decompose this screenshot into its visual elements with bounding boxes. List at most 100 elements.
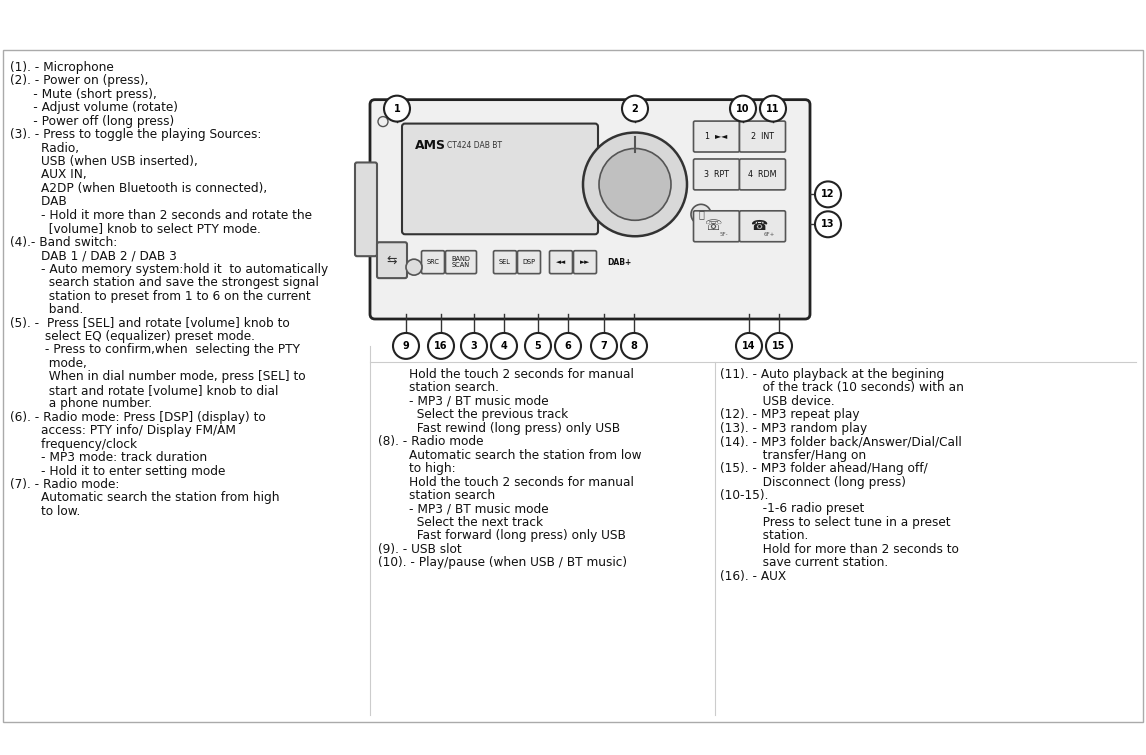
Circle shape	[691, 205, 711, 224]
FancyBboxPatch shape	[446, 251, 477, 273]
Text: 7: 7	[601, 341, 607, 351]
Circle shape	[766, 333, 792, 359]
FancyBboxPatch shape	[693, 121, 739, 152]
Text: station to preset from 1 to 6 on the current: station to preset from 1 to 6 on the cur…	[10, 290, 311, 303]
Text: 4: 4	[501, 341, 508, 351]
Text: VOL: VOL	[627, 113, 643, 122]
Circle shape	[555, 333, 581, 359]
Text: (12). - MP3 repeat play: (12). - MP3 repeat play	[720, 408, 860, 421]
Text: Select the next track: Select the next track	[378, 516, 543, 529]
Text: ☏: ☏	[704, 219, 721, 233]
FancyBboxPatch shape	[739, 159, 785, 190]
Text: [volume] knob to select PTY mode.: [volume] knob to select PTY mode.	[10, 222, 261, 236]
Circle shape	[815, 181, 841, 208]
FancyBboxPatch shape	[693, 159, 739, 190]
Circle shape	[583, 133, 686, 236]
Text: 4  RDM: 4 RDM	[748, 170, 777, 179]
Text: SEL: SEL	[499, 259, 511, 265]
Text: DAB+: DAB+	[607, 257, 631, 267]
Circle shape	[760, 96, 786, 122]
FancyBboxPatch shape	[355, 162, 377, 256]
Circle shape	[621, 333, 647, 359]
Text: 8: 8	[630, 341, 637, 351]
FancyBboxPatch shape	[693, 211, 739, 242]
Text: ◄◄: ◄◄	[556, 259, 566, 265]
Circle shape	[406, 259, 422, 275]
FancyBboxPatch shape	[739, 211, 785, 242]
Text: -1-6 radio preset: -1-6 radio preset	[720, 503, 864, 516]
FancyBboxPatch shape	[739, 121, 785, 152]
Text: 3: 3	[471, 341, 478, 351]
Text: ⏻: ⏻	[698, 209, 704, 219]
Text: Fast rewind (long press) only USB: Fast rewind (long press) only USB	[378, 422, 620, 435]
Text: (15). - MP3 folder ahead/Hang off/: (15). - MP3 folder ahead/Hang off/	[720, 462, 928, 475]
Text: - Power off (long press): - Power off (long press)	[10, 115, 174, 128]
Text: 2  INT: 2 INT	[751, 132, 774, 141]
Text: of the track (10 seconds) with an: of the track (10 seconds) with an	[720, 381, 964, 394]
Text: (6). - Radio mode: Press [DSP] (display) to: (6). - Radio mode: Press [DSP] (display)…	[10, 411, 266, 424]
FancyBboxPatch shape	[402, 124, 598, 234]
Text: to low.: to low.	[10, 505, 80, 518]
Circle shape	[599, 149, 672, 220]
Text: - Auto memory system:hold it  to automatically: - Auto memory system:hold it to automati…	[10, 263, 328, 276]
Text: - MP3 / BT music mode: - MP3 / BT music mode	[378, 395, 549, 408]
Circle shape	[525, 333, 551, 359]
Text: AMS: AMS	[415, 138, 446, 152]
Text: A2DP (when Bluetooth is connected),: A2DP (when Bluetooth is connected),	[10, 182, 267, 195]
Text: - Adjust volume (rotate): - Adjust volume (rotate)	[10, 101, 178, 114]
Text: - MP3 / BT music mode: - MP3 / BT music mode	[378, 503, 549, 516]
Text: DAB: DAB	[10, 196, 66, 208]
Text: start and rotate [volume] knob to dial: start and rotate [volume] knob to dial	[10, 384, 278, 397]
Text: ►►: ►►	[580, 259, 590, 265]
Text: - Hold it more than 2 seconds and rotate the: - Hold it more than 2 seconds and rotate…	[10, 209, 312, 222]
Text: 1  ►◄: 1 ►◄	[706, 132, 728, 141]
Text: 15: 15	[772, 341, 786, 351]
Text: - MP3 mode: track duration: - MP3 mode: track duration	[10, 451, 207, 464]
FancyBboxPatch shape	[549, 251, 573, 273]
Text: DAB 1 / DAB 2 / DAB 3: DAB 1 / DAB 2 / DAB 3	[10, 249, 176, 262]
Text: (3). - Press to toggle the playing Sources:: (3). - Press to toggle the playing Sourc…	[10, 128, 261, 141]
FancyBboxPatch shape	[422, 251, 445, 273]
Circle shape	[591, 333, 617, 359]
Text: Radio,: Radio,	[10, 141, 79, 155]
Circle shape	[393, 333, 419, 359]
Text: (13). - MP3 random play: (13). - MP3 random play	[720, 422, 868, 435]
Text: 9: 9	[402, 341, 409, 351]
Text: AUX IN,: AUX IN,	[10, 168, 87, 181]
Text: Automatic search the station from low: Automatic search the station from low	[378, 448, 642, 461]
Text: (4).- Band switch:: (4).- Band switch:	[10, 236, 117, 248]
Text: (14). - MP3 folder back/Answer/Dial/Call: (14). - MP3 folder back/Answer/Dial/Call	[720, 435, 961, 448]
Text: 10: 10	[736, 103, 749, 113]
Text: (5). -  Press [SEL] and rotate [volume] knob to: (5). - Press [SEL] and rotate [volume] k…	[10, 316, 290, 329]
Text: station search: station search	[378, 489, 495, 502]
Text: 13: 13	[822, 219, 834, 230]
Circle shape	[736, 333, 762, 359]
Text: Fast forward (long press) only USB: Fast forward (long press) only USB	[378, 529, 626, 542]
Text: 6: 6	[565, 341, 572, 351]
Text: Select the previous track: Select the previous track	[378, 408, 568, 421]
Text: SRC: SRC	[426, 259, 440, 265]
Circle shape	[427, 333, 454, 359]
Text: Panel Controls: Panel Controls	[14, 14, 207, 38]
Text: frequency/clock: frequency/clock	[10, 438, 138, 451]
Text: (7). - Radio mode:: (7). - Radio mode:	[10, 478, 119, 491]
Text: (8). - Radio mode: (8). - Radio mode	[378, 435, 484, 448]
Text: 1: 1	[393, 103, 400, 113]
Circle shape	[815, 211, 841, 237]
Text: CT424 DAB BT: CT424 DAB BT	[447, 140, 502, 149]
Text: 2: 2	[631, 103, 638, 113]
Text: 16: 16	[434, 341, 448, 351]
Text: 11: 11	[767, 103, 779, 113]
FancyBboxPatch shape	[573, 251, 597, 273]
Text: - Mute (short press),: - Mute (short press),	[10, 88, 157, 100]
Text: (10-15).: (10-15).	[720, 489, 768, 502]
Circle shape	[461, 333, 487, 359]
Text: (11). - Auto playback at the begining: (11). - Auto playback at the begining	[720, 368, 944, 381]
Text: Hold for more than 2 seconds to: Hold for more than 2 seconds to	[720, 543, 959, 556]
Text: EN-2: EN-2	[555, 733, 591, 747]
Text: (16). - AUX: (16). - AUX	[720, 570, 786, 583]
Text: DSP: DSP	[523, 259, 535, 265]
Text: 12: 12	[822, 190, 834, 199]
Text: station.: station.	[720, 529, 808, 542]
Text: Hold the touch 2 seconds for manual: Hold the touch 2 seconds for manual	[378, 368, 634, 381]
